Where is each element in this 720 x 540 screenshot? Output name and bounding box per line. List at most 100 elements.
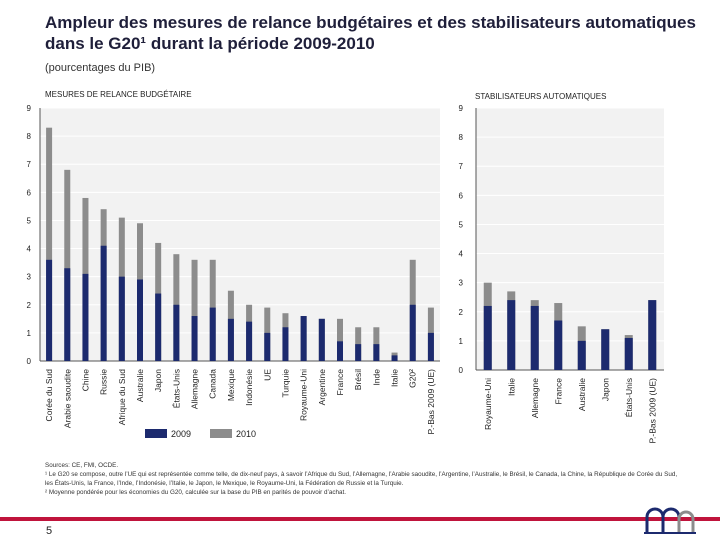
x-tick-label: Turquie: [280, 369, 290, 398]
y-tick-label: 2: [459, 308, 464, 317]
page-number: 5: [46, 525, 53, 537]
x-tick-label: Mexique: [226, 369, 236, 401]
footnote-2: ² Moyenne pondérée pour les économies du…: [45, 489, 347, 496]
x-tick-label: Inde: [371, 369, 381, 386]
y-tick-label: 6: [27, 188, 32, 197]
bar-2009: [191, 316, 198, 361]
bar-2009: [624, 337, 633, 370]
charts-canvas: MESURES DE RELANCE BUDGÉTAIRE STABILISAT…: [27, 90, 664, 444]
y-tick-label: 6: [459, 191, 464, 200]
bar-2009: [118, 276, 125, 361]
logo-icon: [644, 507, 696, 534]
bar-2009: [554, 320, 563, 370]
x-tick-label: Allemagne: [530, 378, 540, 418]
x-tick-label: Indonésie: [244, 369, 254, 406]
y-tick-label: 4: [459, 250, 464, 259]
x-tick-label: Japon: [153, 369, 163, 392]
bar-2009: [282, 327, 289, 361]
bar-2009: [64, 268, 71, 361]
bar-2009: [391, 355, 398, 361]
footer-divider: [0, 517, 720, 521]
right-chart: Royaume-Uni Italie Allemagne France Australi…: [459, 104, 664, 444]
plot-area: [40, 108, 440, 361]
x-tick-label: Canada: [208, 369, 218, 399]
bar-2009: [601, 329, 610, 370]
y-tick-label: 9: [27, 104, 32, 113]
bar-2009: [227, 318, 234, 361]
y-tick-label: 5: [27, 216, 32, 225]
footnote-1: ¹ Le G20 se compose, outre l’UE qui est …: [45, 471, 678, 487]
y-tick-label: 3: [27, 273, 32, 282]
x-tick-label: Chine: [80, 369, 90, 391]
bar-2009: [648, 300, 657, 370]
bar-2009: [82, 273, 89, 361]
x-tick-label: Corée du Sud: [44, 369, 54, 422]
x-tick-label: Russie: [99, 369, 109, 395]
bar-2009: [173, 304, 180, 361]
bar-2009: [318, 318, 325, 361]
bar-2009: [507, 300, 516, 370]
x-tick-label: Arabie saoudite: [62, 369, 72, 428]
page-title: Ampleur des mesures de relance budgétair…: [45, 13, 696, 53]
legend-label-2010: 2010: [236, 429, 256, 439]
bar-2009: [264, 332, 271, 361]
right-chart-title: STABILISATEURS AUTOMATIQUES: [475, 92, 606, 101]
legend: 2009 2010: [145, 429, 256, 439]
bar-2009: [483, 305, 492, 370]
bar-2009: [46, 259, 53, 361]
x-tick-label: UE: [262, 369, 272, 381]
bar-2009: [137, 279, 143, 361]
x-tick-label: G20²: [408, 369, 418, 388]
y-tick-label: 0: [27, 357, 32, 366]
x-tick-label: Italie: [390, 369, 400, 387]
bar-2009: [246, 321, 253, 361]
bar-2010: [64, 169, 71, 361]
x-tick-label: Royaume-Uni: [483, 378, 493, 430]
plot-area: [476, 108, 664, 370]
y-tick-label: 8: [459, 133, 464, 142]
x-tick-label: Royaume-Uni: [299, 369, 309, 421]
x-tick-label: Afrique du Sud: [117, 369, 127, 426]
x-tick-label: Japon: [600, 378, 610, 401]
y-tick-label: 0: [459, 366, 464, 375]
bar-2009: [577, 340, 586, 370]
legend-swatch-2009: [145, 429, 167, 438]
x-tick-label: Argentine: [317, 369, 327, 406]
y-tick-label: 7: [459, 162, 464, 171]
y-tick-label: 1: [459, 337, 464, 346]
y-tick-label: 5: [459, 220, 464, 229]
x-tick-label: P.-Bas 2009 (UE): [426, 369, 436, 435]
bar-2009: [337, 341, 343, 361]
y-tick-label: 8: [27, 132, 32, 141]
y-tick-label: 9: [459, 104, 464, 113]
sources-note: Sources: CE, FMI, OCDE.: [45, 462, 119, 469]
x-tick-label: Italie: [506, 378, 516, 396]
bar-2009: [155, 293, 162, 361]
x-tick-label: France: [553, 378, 563, 405]
bar-2009: [300, 316, 307, 361]
bar-2009: [209, 307, 216, 361]
x-tick-label: Allemagne: [190, 369, 200, 409]
y-tick-label: 3: [459, 279, 464, 288]
x-tick-label: Australie: [577, 378, 587, 411]
footnotes: Sources: CE, FMI, OCDE. ¹ Le G20 se comp…: [45, 461, 685, 497]
legend-swatch-2010: [210, 429, 232, 438]
bar-2009: [530, 305, 539, 370]
left-chart: 0 1 2 3 4 5 6 7 8 9 Corée du Sud Arabie saoudite Chi…: [27, 104, 440, 435]
x-tick-label: France: [335, 369, 345, 396]
bar-2009: [427, 332, 434, 361]
y-tick-label: 4: [27, 245, 32, 254]
y-tick-label: 7: [27, 160, 32, 169]
y-tick-label: 2: [27, 301, 32, 310]
x-tick-label: Brésil: [353, 369, 363, 390]
left-chart-title: MESURES DE RELANCE BUDGÉTAIRE: [45, 90, 192, 99]
bar-2010: [191, 259, 198, 361]
x-tick-label: États-Unis: [624, 378, 634, 417]
x-tick-label: P.-Bas 2009 (UE): [647, 378, 657, 444]
y-tick-label: 1: [27, 329, 32, 338]
bar-2009: [355, 344, 362, 361]
bar-2009: [409, 304, 416, 361]
x-tick-label: États-Unis: [171, 369, 181, 408]
bar-2010: [337, 318, 343, 361]
legend-label-2009: 2009: [171, 429, 191, 439]
